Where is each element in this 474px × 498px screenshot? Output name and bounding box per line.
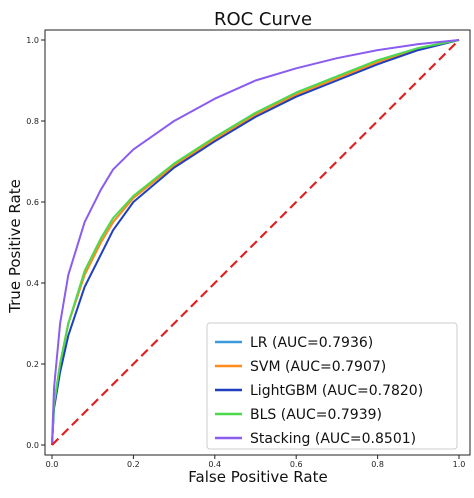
legend-label-1: SVM (AUC=0.7907) (250, 359, 386, 375)
y-tick-label: 0.6 (26, 198, 39, 207)
y-tick-label: 0.8 (26, 117, 39, 126)
legend-box (206, 322, 458, 450)
legend-label-3: BLS (AUC=0.7939) (250, 407, 382, 423)
reference-diagonal-line (51, 39, 460, 446)
legend: LR (AUC=0.7936) SVM (AUC=0.7907) LightGBM … (206, 322, 458, 450)
series-line-4 (51, 39, 460, 446)
x-tick-label: 0.0 (46, 460, 59, 469)
chart-title: ROC Curve (214, 9, 312, 30)
legend-label-4: Stacking (AUC=0.8501) (250, 431, 416, 447)
x-tick-label: 1.0 (453, 460, 466, 469)
x-tick-label: 0.2 (127, 460, 140, 469)
y-tick-label: 1.0 (26, 36, 39, 45)
series-line-2 (51, 39, 460, 446)
x-tick-label: 0.8 (371, 460, 384, 469)
y-axis-label: True Positive Rate (6, 179, 24, 314)
legend-label-2: LightGBM (AUC=0.7820) (250, 383, 423, 399)
y-tick-label: 0.4 (26, 279, 39, 288)
x-axis-label: False Positive Rate (188, 468, 327, 486)
x-tick-label: 0.4 (208, 460, 221, 469)
y-tick-label: 0.0 (26, 441, 39, 450)
y-tick-label: 0.2 (26, 360, 39, 369)
series-lines (51, 39, 460, 446)
series-line-3 (51, 39, 460, 446)
axis-ticks: 0.0 0.2 0.4 0.6 0.8 1.0 0.0 0.2 0.4 0.6 0.8 1.0 (26, 36, 465, 469)
legend-label-0: LR (AUC=0.7936) (250, 335, 373, 351)
x-tick-label: 0.6 (290, 460, 303, 469)
